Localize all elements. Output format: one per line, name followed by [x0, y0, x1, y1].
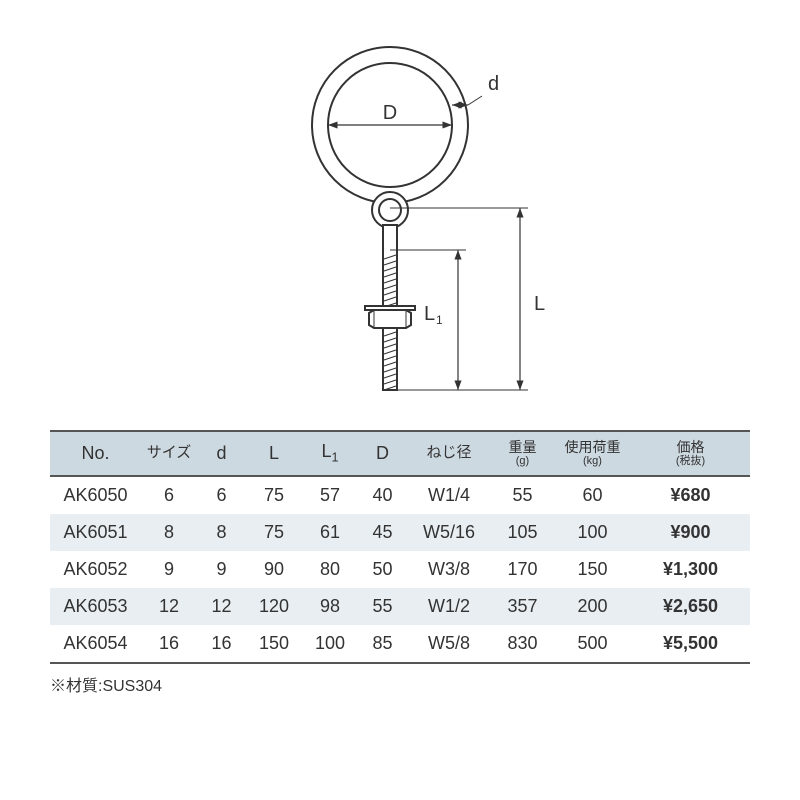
- cell-d: 12: [197, 588, 246, 625]
- col-header-label: 使用荷重: [565, 439, 621, 455]
- cell-load: 200: [554, 588, 631, 625]
- cell-thread: W1/4: [407, 476, 491, 514]
- svg-text:L: L: [424, 303, 435, 325]
- cell-L: 75: [246, 514, 302, 551]
- svg-text:L: L: [534, 293, 545, 315]
- cell-load: 150: [554, 551, 631, 588]
- cell-size: 16: [141, 625, 197, 663]
- cell-price: ¥680: [631, 476, 750, 514]
- table-row: AK605299908050W3/8170150¥1,300: [50, 551, 750, 588]
- product-diagram: DdLL1: [190, 30, 610, 410]
- col-header-label: No.: [81, 443, 109, 463]
- cell-L: 120: [246, 588, 302, 625]
- cell-load: 100: [554, 514, 631, 551]
- cell-load: 60: [554, 476, 631, 514]
- cell-size: 8: [141, 514, 197, 551]
- col-header-L: L: [246, 431, 302, 476]
- svg-text:d: d: [488, 73, 499, 95]
- cell-D: 45: [358, 514, 407, 551]
- col-header-load: 使用荷重(kg): [554, 431, 631, 476]
- cell-no: AK6054: [50, 625, 141, 663]
- cell-no: AK6051: [50, 514, 141, 551]
- cell-thread: W3/8: [407, 551, 491, 588]
- col-header-sub: (g): [495, 455, 550, 467]
- cell-L: 90: [246, 551, 302, 588]
- spec-thead: No.サイズdLL1Dねじ径重量(g)使用荷重(kg)価格(税抜): [50, 431, 750, 476]
- spec-table: No.サイズdLL1Dねじ径重量(g)使用荷重(kg)価格(税抜) AK6050…: [50, 430, 750, 664]
- cell-L: 150: [246, 625, 302, 663]
- table-row: AK605312121209855W1/2357200¥2,650: [50, 588, 750, 625]
- cell-D: 85: [358, 625, 407, 663]
- col-header-no: No.: [50, 431, 141, 476]
- col-header-label: D: [376, 443, 389, 463]
- material-footnote: ※材質:SUS304: [50, 672, 750, 696]
- col-header-sub: (税抜): [635, 455, 746, 467]
- cell-L1: 80: [302, 551, 358, 588]
- cell-no: AK6050: [50, 476, 141, 514]
- cell-price: ¥1,300: [631, 551, 750, 588]
- cell-d: 6: [197, 476, 246, 514]
- cell-d: 9: [197, 551, 246, 588]
- spec-header-row: No.サイズdLL1Dねじ径重量(g)使用荷重(kg)価格(税抜): [50, 431, 750, 476]
- cell-size: 6: [141, 476, 197, 514]
- cell-L1: 98: [302, 588, 358, 625]
- cell-price: ¥900: [631, 514, 750, 551]
- cell-thread: W5/16: [407, 514, 491, 551]
- col-header-label: 重量: [509, 439, 537, 455]
- col-header-label: ねじ径: [426, 444, 471, 461]
- cell-weight: 105: [491, 514, 554, 551]
- cell-L1: 57: [302, 476, 358, 514]
- cell-thread: W1/2: [407, 588, 491, 625]
- cell-size: 12: [141, 588, 197, 625]
- page: DdLL1 No.サイズdLL1Dねじ径重量(g)使用荷重(kg)価格(税抜) …: [0, 0, 800, 800]
- cell-d: 8: [197, 514, 246, 551]
- diagram-container: DdLL1: [50, 30, 750, 410]
- col-header-weight: 重量(g): [491, 431, 554, 476]
- col-header-price: 価格(税抜): [631, 431, 750, 476]
- cell-L1: 100: [302, 625, 358, 663]
- table-row: AK605188756145W5/16105100¥900: [50, 514, 750, 551]
- col-header-label: d: [216, 443, 226, 463]
- col-header-thread: ねじ径: [407, 431, 491, 476]
- col-header-label: L: [269, 443, 279, 463]
- cell-no: AK6052: [50, 551, 141, 588]
- col-header-label: サイズ: [147, 444, 192, 461]
- col-header-label: 価格: [677, 439, 705, 455]
- cell-weight: 170: [491, 551, 554, 588]
- table-row: AK605066755740W1/45560¥680: [50, 476, 750, 514]
- col-header-sub: (kg): [558, 455, 627, 467]
- col-header-L1: L1: [302, 431, 358, 476]
- cell-D: 40: [358, 476, 407, 514]
- cell-thread: W5/8: [407, 625, 491, 663]
- cell-d: 16: [197, 625, 246, 663]
- cell-L1: 61: [302, 514, 358, 551]
- cell-weight: 55: [491, 476, 554, 514]
- cell-D: 55: [358, 588, 407, 625]
- table-row: AK6054161615010085W5/8830500¥5,500: [50, 625, 750, 663]
- cell-load: 500: [554, 625, 631, 663]
- col-header-d: d: [197, 431, 246, 476]
- col-header-size: サイズ: [141, 431, 197, 476]
- cell-L: 75: [246, 476, 302, 514]
- cell-price: ¥2,650: [631, 588, 750, 625]
- svg-text:D: D: [383, 102, 397, 124]
- cell-no: AK6053: [50, 588, 141, 625]
- cell-weight: 830: [491, 625, 554, 663]
- spec-tbody: AK605066755740W1/45560¥680AK605188756145…: [50, 476, 750, 663]
- cell-price: ¥5,500: [631, 625, 750, 663]
- col-header-D: D: [358, 431, 407, 476]
- cell-D: 50: [358, 551, 407, 588]
- svg-text:1: 1: [436, 313, 443, 327]
- cell-size: 9: [141, 551, 197, 588]
- cell-weight: 357: [491, 588, 554, 625]
